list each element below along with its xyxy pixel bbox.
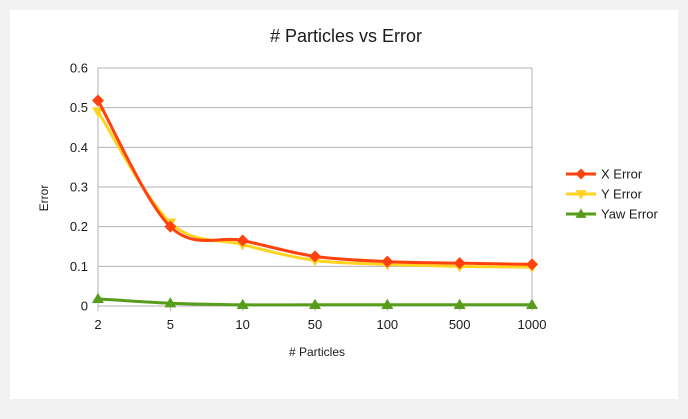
legend-swatch-marker (575, 168, 587, 180)
x-tick-label: 100 (376, 317, 398, 332)
x-tick-label: 1000 (518, 317, 547, 332)
legend-label: X Error (601, 167, 643, 182)
chart-title: # Particles vs Error (270, 26, 422, 46)
data-point (236, 234, 249, 247)
legend-swatch-marker (575, 190, 587, 200)
y-axis-title: Error (37, 185, 51, 212)
y-tick-label: 0 (81, 299, 88, 314)
legend-swatch-marker (575, 208, 587, 218)
line-chart: # Particles vs Error 0 0.1 0.2 0.3 0.4 0.5 0.6… (37, 26, 658, 359)
y-tick-labels: 0 0.1 0.2 0.3 0.4 0.5 0.6 (70, 61, 88, 314)
y-tick-label: 0.1 (70, 259, 88, 274)
y-tick-label: 0.3 (70, 180, 88, 195)
y-tick-label: 0.2 (70, 219, 88, 234)
data-point (453, 298, 466, 310)
data-point (92, 292, 104, 304)
x-tick-label: 50 (308, 317, 322, 332)
x-tick-label: 5 (167, 317, 174, 332)
data-point (92, 94, 104, 107)
x-tick-label: 2 (94, 317, 101, 332)
data-point (381, 255, 394, 268)
x-tick-labels: 2 5 10 50 100 500 1000 (94, 317, 546, 332)
series-line-y-error (96, 110, 533, 269)
x-axis-title: # Particles (289, 345, 345, 359)
data-point (309, 298, 321, 310)
grid (97, 67, 533, 311)
data-point (236, 298, 249, 310)
x-tick-label: 10 (235, 317, 249, 332)
data-point (453, 257, 466, 270)
x-tick-label: 500 (449, 317, 471, 332)
legend-label: Y Error (601, 187, 643, 202)
data-point (92, 107, 104, 118)
data-point (526, 258, 538, 271)
y-tick-label: 0.4 (70, 140, 88, 155)
data-point (526, 298, 538, 310)
series-group (92, 94, 538, 310)
data-point (309, 250, 321, 263)
y-tick-label: 0.5 (70, 100, 88, 115)
data-point (164, 220, 177, 233)
data-point (164, 297, 177, 308)
y-tick-label: 0.6 (70, 61, 88, 76)
legend-label: Yaw Error (601, 207, 658, 222)
chart-card: # Particles vs Error 0 0.1 0.2 0.3 0.4 0.5 0.6… (10, 10, 678, 399)
series-line-x-error (96, 99, 533, 266)
legend: X Error Y Error Yaw Error (566, 167, 658, 222)
data-point (381, 298, 394, 310)
